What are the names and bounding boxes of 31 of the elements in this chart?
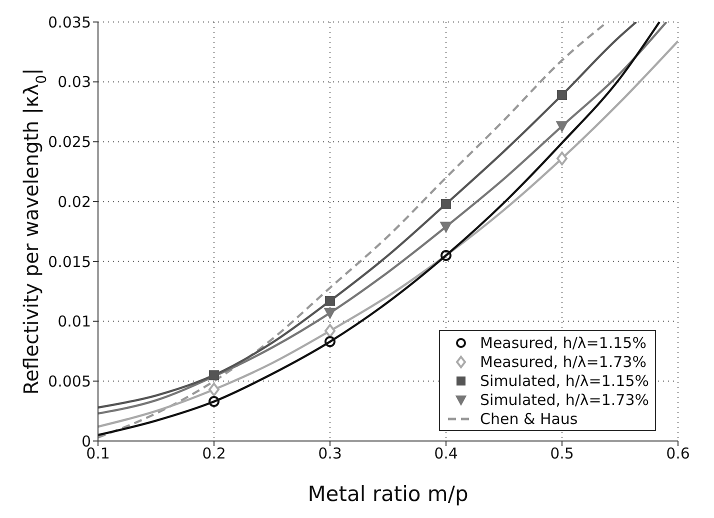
x-axis-title: Metal ratio m/p [308,482,468,506]
y-tick-label: 0.035 [48,13,91,32]
y-tick-label: 0.015 [48,252,91,271]
x-tick-label: 0.2 [202,444,226,463]
legend-label: Simulated, h/λ=1.15% [480,372,649,390]
point [440,250,452,261]
x-tick-label: 0.4 [434,444,458,463]
legend-label: Simulated, h/λ=1.73% [480,390,649,408]
point [209,370,219,380]
y-tick-label: 0.02 [58,192,91,211]
x-tick-label: 0.3 [318,444,342,463]
point [208,382,220,396]
y-tick-label: 0.03 [58,73,91,92]
point [324,336,336,348]
legend-label: Measured, h/λ=1.15% [480,334,646,352]
legend-label: Chen & Haus [480,410,578,428]
x-tick-label: 0.6 [666,444,690,463]
point [208,396,220,407]
point [557,90,567,100]
point [441,198,451,209]
point [325,296,335,306]
x-tick-label: 0.5 [550,444,574,463]
legend-label: Measured, h/λ=1.73% [480,352,646,370]
y-tick-label: 0.005 [48,372,91,390]
point [324,308,336,319]
y-tick-label: 0.025 [48,133,91,152]
y-tick-label: 0.01 [58,312,91,331]
point [556,121,568,132]
point [324,324,336,338]
point [556,152,568,166]
point [440,222,452,233]
